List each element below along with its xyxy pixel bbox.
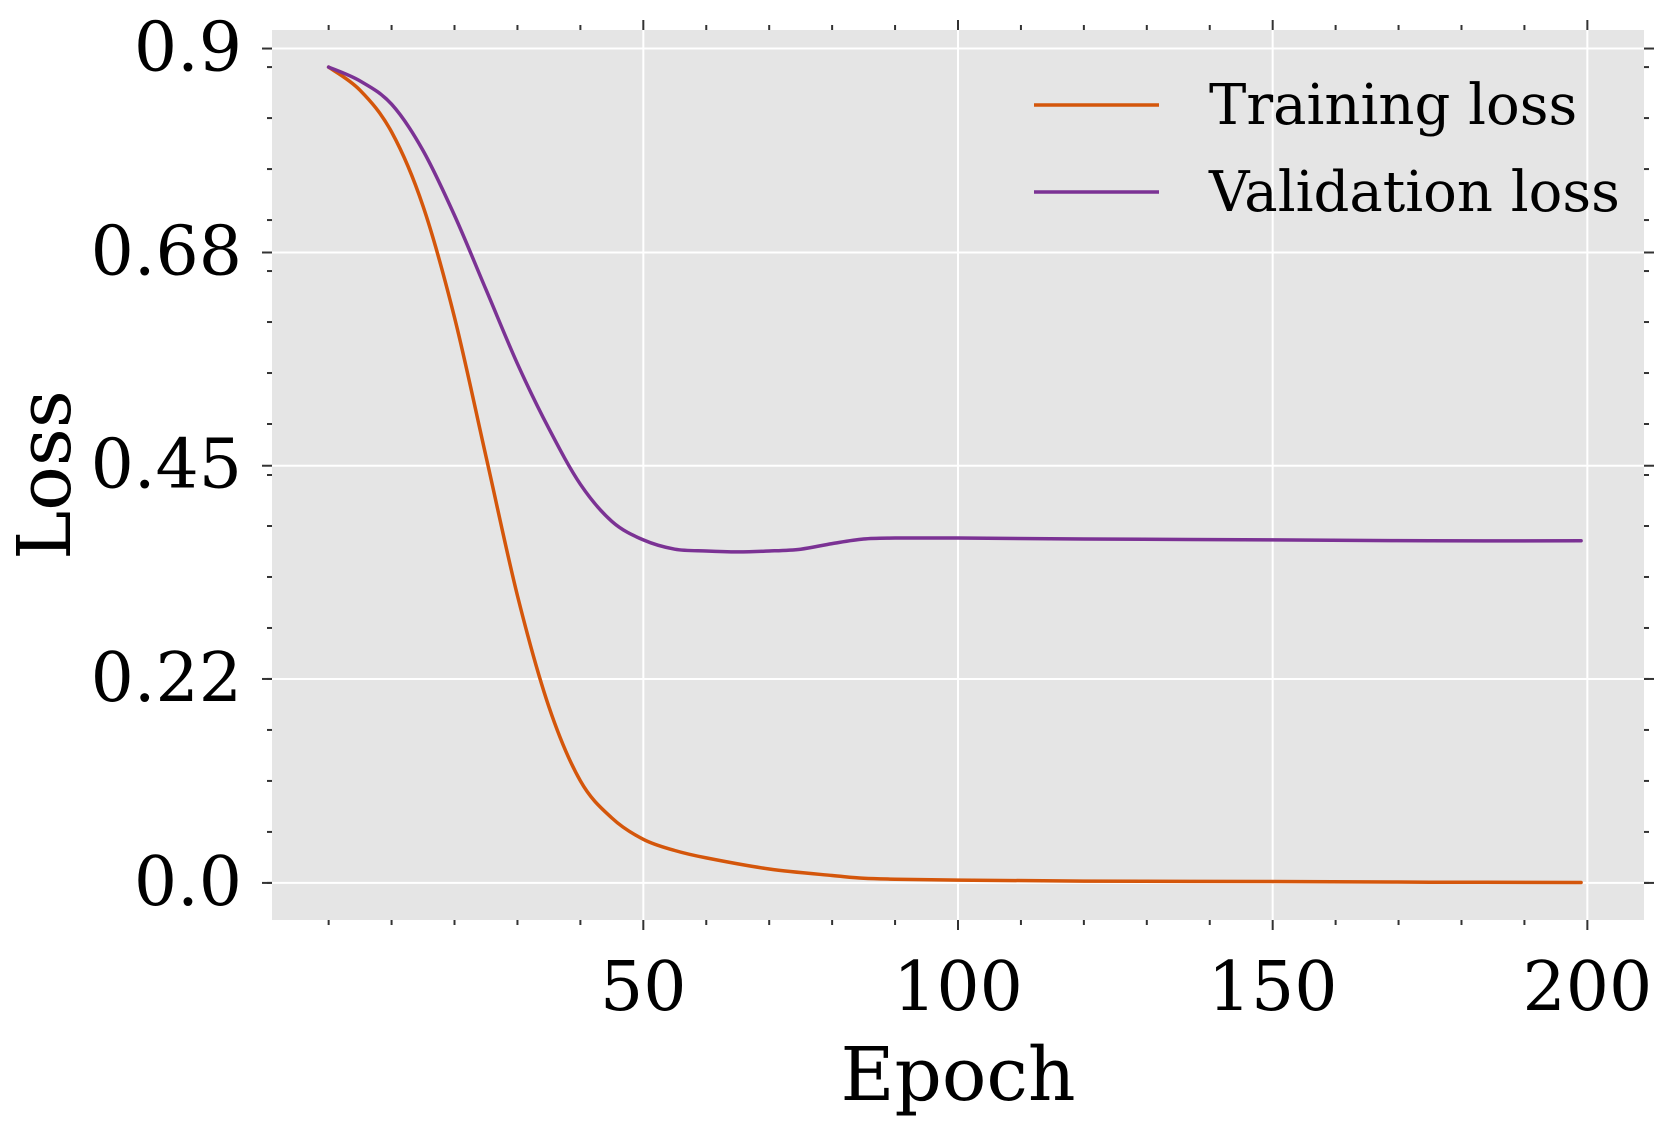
- y-tick-label: 0.22: [91, 639, 242, 718]
- x-tick-label: 150: [1208, 948, 1338, 1027]
- legend-label-validation: Validation loss: [1208, 160, 1620, 225]
- y-axis-title: Loss: [2, 390, 88, 560]
- y-tick-label: 0.45: [91, 426, 242, 505]
- y-tick-label: 0.0: [134, 843, 242, 922]
- y-tick-label: 0.68: [91, 213, 242, 292]
- x-tick-label: 200: [1522, 948, 1652, 1027]
- y-tick-label: 0.9: [134, 9, 242, 88]
- ticks: 0.0 0.22 0.45 0.68 0.9 50 100 150 200: [91, 9, 1654, 1027]
- series: [326, 65, 1583, 885]
- x-tick-label: 50: [600, 948, 687, 1027]
- grid: [272, 30, 1644, 920]
- x-axis-title: Epoch: [840, 1032, 1075, 1118]
- series-line-training: [326, 65, 1583, 885]
- series-line-validation: [326, 65, 1583, 554]
- legend: Training loss Validation loss: [1034, 73, 1620, 225]
- x-tick-label: 100: [893, 948, 1023, 1027]
- legend-label-training: Training loss: [1209, 73, 1577, 138]
